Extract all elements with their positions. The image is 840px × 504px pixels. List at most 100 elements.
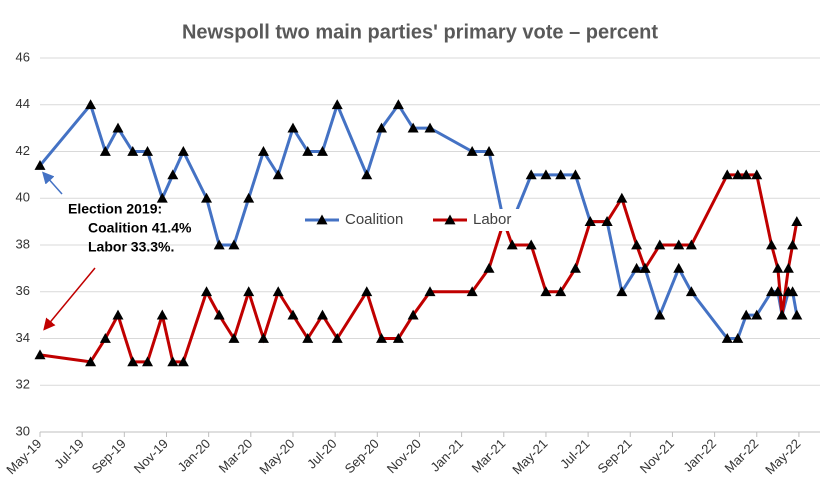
point-marker <box>34 349 46 360</box>
point-marker <box>376 333 388 343</box>
point-marker <box>540 286 552 297</box>
point-marker <box>673 262 685 273</box>
point-marker <box>142 356 154 367</box>
point-marker <box>257 333 269 343</box>
point-marker <box>673 239 685 250</box>
point-marker <box>569 262 581 273</box>
arrow <box>42 171 63 195</box>
point-marker <box>201 192 213 203</box>
point-marker <box>287 122 299 133</box>
point-marker <box>316 309 328 320</box>
legend-bg <box>301 209 413 231</box>
point-marker <box>772 262 784 273</box>
point-marker <box>506 239 518 250</box>
point-marker <box>228 239 240 250</box>
point-marker <box>201 286 213 297</box>
point-marker <box>361 169 373 180</box>
point-marker <box>127 146 139 156</box>
point-marker <box>272 286 284 297</box>
x-tick-label: Sep-20 <box>342 436 382 476</box>
point-marker <box>751 309 763 320</box>
y-tick-label: 46 <box>16 49 30 64</box>
point-marker <box>331 333 343 343</box>
x-tick-label: May-19 <box>3 436 44 477</box>
y-tick-label: 30 <box>16 423 30 438</box>
point-marker <box>156 309 168 320</box>
x-tick-label: Jul-21 <box>557 436 593 472</box>
point-marker <box>167 356 179 367</box>
x-tick-label: Jul-20 <box>304 436 340 472</box>
legend-marker <box>316 214 328 225</box>
legend-bg <box>429 209 541 231</box>
x-tick-label: Mar-22 <box>722 436 762 476</box>
point-marker <box>654 309 666 320</box>
point-marker <box>639 262 651 273</box>
x-tick-label: Nov-20 <box>384 436 424 476</box>
point-marker <box>631 262 643 273</box>
point-marker <box>257 146 269 156</box>
point-marker <box>213 239 225 250</box>
point-marker <box>721 333 733 343</box>
point-marker <box>99 333 111 343</box>
point-marker <box>776 309 788 320</box>
y-tick-label: 42 <box>16 143 30 158</box>
point-marker <box>787 239 799 250</box>
point-marker <box>732 333 744 343</box>
point-marker <box>392 333 404 343</box>
point-marker <box>584 216 596 227</box>
legend-label: Coalition <box>345 211 403 228</box>
point-marker <box>782 262 794 273</box>
point-marker <box>772 286 784 297</box>
point-marker <box>791 216 803 227</box>
point-marker <box>483 146 495 156</box>
point-marker <box>483 262 495 273</box>
x-tick-label: Sep-21 <box>595 436 635 476</box>
y-tick-label: 34 <box>16 330 30 345</box>
point-marker <box>791 309 803 320</box>
point-marker <box>525 239 537 250</box>
point-marker <box>112 122 124 133</box>
point-marker <box>540 169 552 180</box>
point-marker <box>601 216 613 227</box>
point-marker <box>127 356 139 367</box>
point-marker <box>685 239 697 250</box>
point-marker <box>99 146 111 156</box>
point-marker <box>112 309 124 320</box>
point-marker <box>243 286 255 297</box>
point-marker <box>272 169 284 180</box>
point-marker <box>685 286 697 297</box>
legend-label: Labor <box>473 211 511 228</box>
point-marker <box>302 146 314 156</box>
annotation: Labor 33.3%. <box>88 239 174 255</box>
point-marker <box>740 309 752 320</box>
legend-marker <box>444 214 456 225</box>
y-tick-label: 32 <box>16 377 30 392</box>
point-marker <box>142 146 154 156</box>
point-marker <box>569 169 581 180</box>
annotation: Election 2019: <box>68 201 162 217</box>
point-marker <box>466 146 478 156</box>
point-marker <box>228 333 240 343</box>
point-marker <box>787 286 799 297</box>
point-marker <box>287 309 299 320</box>
point-marker <box>213 309 225 320</box>
x-tick-label: May-22 <box>762 436 803 477</box>
point-marker <box>243 192 255 203</box>
x-tick-label: Jan-22 <box>680 436 719 475</box>
point-marker <box>555 169 567 180</box>
y-tick-label: 40 <box>16 190 30 205</box>
point-marker <box>555 286 567 297</box>
x-tick-label: Mar-20 <box>216 436 256 476</box>
point-marker <box>177 146 189 156</box>
x-tick-label: May-21 <box>509 436 550 477</box>
point-marker <box>766 239 778 250</box>
y-tick-label: 44 <box>16 96 30 111</box>
point-marker <box>525 169 537 180</box>
point-marker <box>392 99 404 110</box>
point-marker <box>177 356 189 367</box>
point-marker <box>156 192 168 203</box>
point-marker <box>376 122 388 133</box>
point-marker <box>732 169 744 180</box>
arrow <box>43 267 96 331</box>
